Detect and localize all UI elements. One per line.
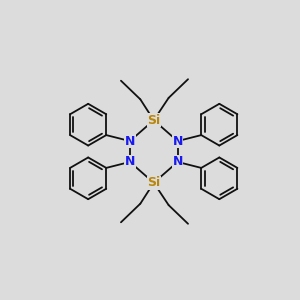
Text: N: N	[125, 155, 135, 168]
Text: N: N	[125, 135, 135, 148]
Text: N: N	[172, 155, 183, 168]
Text: N: N	[172, 135, 183, 148]
Text: Si: Si	[147, 176, 160, 189]
Text: Si: Si	[147, 114, 160, 127]
